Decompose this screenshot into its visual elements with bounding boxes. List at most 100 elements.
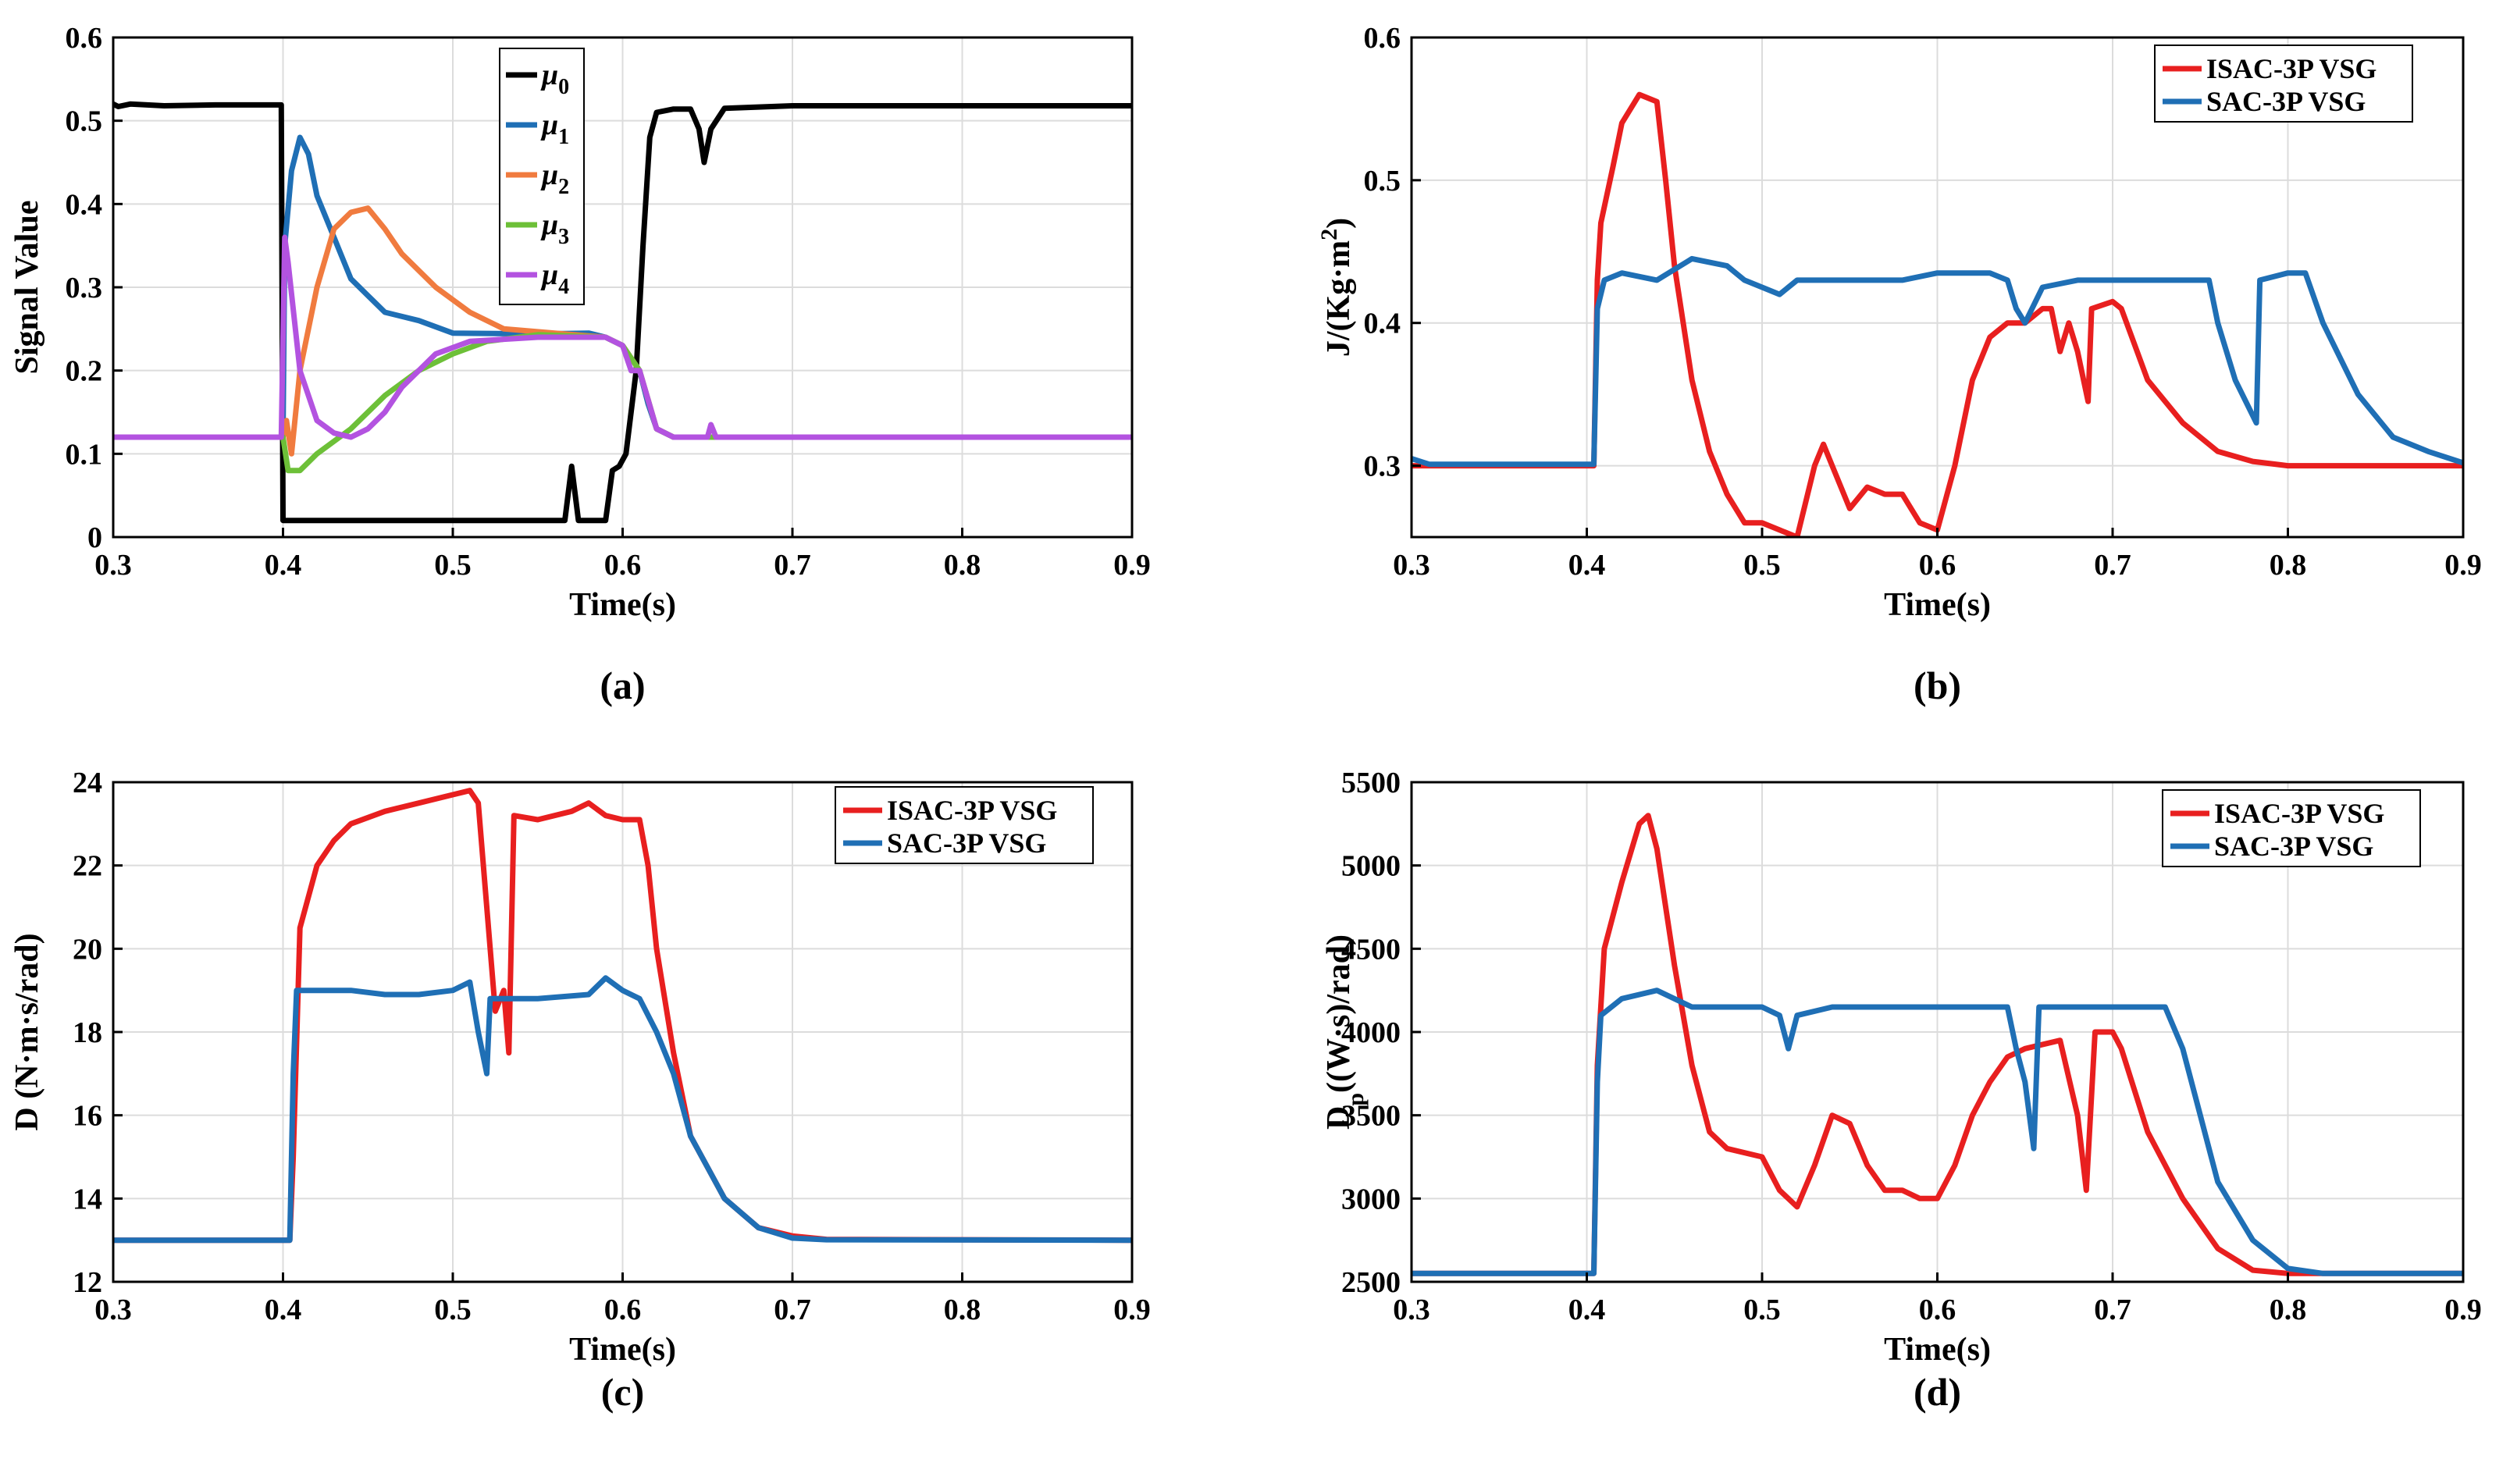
y-tick-label: 0.3 xyxy=(66,272,103,304)
y-tick-label: 22 xyxy=(73,850,102,883)
y-tick-label: 0.1 xyxy=(66,438,103,471)
legend-label-1: SAC-3P VSG xyxy=(887,827,1046,859)
x-tick-label: 0.7 xyxy=(2094,549,2131,582)
series-line-0 xyxy=(1412,813,2463,1276)
y-tick-label: 0.3 xyxy=(1364,450,1401,483)
x-tick-label: 0.5 xyxy=(1743,1294,1781,1326)
x-tick-label: 0.9 xyxy=(1113,1294,1151,1326)
x-tick-label: 0.8 xyxy=(2270,1294,2307,1326)
legend-label-name: μ xyxy=(540,258,558,291)
legend-label-name: μ xyxy=(540,59,558,91)
y-tick-label: 0.6 xyxy=(1364,22,1401,55)
legend-label-name: μ xyxy=(540,208,558,241)
y-tick-label: 14 xyxy=(73,1183,102,1215)
y-tick-label: 0.6 xyxy=(66,22,103,55)
panel-c: 0.3 0.4 0.5 0.6 0.7 0.8 0.9 12 14 16 18 20 22 24 Time(… xyxy=(9,767,1151,1414)
x-tick-label: 0.7 xyxy=(2094,1294,2131,1326)
panel-d: 0.3 0.4 0.5 0.6 0.7 0.8 0.9 2500 3000 3500 4000 450… xyxy=(1321,767,2482,1414)
legend-label-sub: 3 xyxy=(558,225,569,249)
y-tick-label: 3500 xyxy=(1341,1100,1401,1133)
y-label-main: D xyxy=(1321,1106,1357,1130)
y-tick-label: 16 xyxy=(73,1100,102,1133)
x-tick-label: 0.6 xyxy=(1919,549,1956,582)
series-line-1 xyxy=(1412,988,2463,1276)
y-label-end: ((W·s)/rad) xyxy=(1321,934,1357,1093)
y-tick-label: 5000 xyxy=(1341,850,1401,883)
legend-label-name: μ xyxy=(540,109,558,141)
x-tick-label: 0.3 xyxy=(1393,549,1430,582)
x-tick-label: 0.4 xyxy=(1568,549,1606,582)
legend-label-1: SAC-3P VSG xyxy=(2206,86,2366,117)
y-tick-label: 5500 xyxy=(1341,767,1401,799)
x-tick-label: 0.5 xyxy=(434,1294,472,1326)
legend-box xyxy=(835,786,1094,864)
y-tick-label: 0.5 xyxy=(1364,165,1401,198)
y-label-sup: 2 xyxy=(1316,229,1342,240)
legend-label-sub: 1 xyxy=(558,125,569,149)
x-tick-label: 0.5 xyxy=(1743,549,1781,582)
legend-box xyxy=(2154,44,2413,123)
legend-label-1: μ1 xyxy=(540,109,569,149)
y-axis-label-group: Signal Value xyxy=(9,201,45,375)
y-tick-label: 12 xyxy=(73,1266,102,1299)
legend-label-0: ISAC-3P VSG xyxy=(887,795,1057,826)
x-axis-label: Time(s) xyxy=(569,1332,676,1368)
legend-label-name: μ xyxy=(540,158,558,191)
y-tick-label: 3000 xyxy=(1341,1183,1401,1215)
x-tick-label: 0.4 xyxy=(1568,1294,1606,1326)
y-tick-label: 0 xyxy=(87,521,102,554)
legend-label-3: μ3 xyxy=(540,208,569,249)
panel-b: 0.3 0.4 0.5 0.6 0.7 0.8 0.9 0.3 0.4 0.5 0.6 Time(s)… xyxy=(1316,22,2482,707)
x-tick-label: 0.4 xyxy=(265,549,302,582)
series-line-1 xyxy=(113,975,1132,1244)
series-line-0 xyxy=(113,101,1132,524)
legend-label-0: ISAC-3P VSG xyxy=(2206,53,2376,84)
y-tick-label: 20 xyxy=(73,933,102,966)
y-axis-label-group: D (N·m·s/rad) xyxy=(9,933,45,1130)
y-axis-label: D (N·m·s/rad) xyxy=(9,933,45,1130)
x-tick-label: 0.4 xyxy=(265,1294,302,1326)
x-tick-label: 0.7 xyxy=(774,1294,811,1326)
y-tick-label: 0.4 xyxy=(1364,308,1401,340)
x-tick-label: 0.3 xyxy=(94,1294,132,1326)
y-tick-label: 0.2 xyxy=(66,355,103,388)
x-tick-label: 0.6 xyxy=(604,549,642,582)
x-axis-label: Time(s) xyxy=(1884,587,1991,623)
x-tick-label: 0.9 xyxy=(1113,549,1151,582)
y-label-sub: p xyxy=(1343,1093,1369,1106)
legend-label-sub: 4 xyxy=(558,275,569,299)
x-tick-label: 0.6 xyxy=(1919,1294,1956,1326)
legend-label-1: SAC-3P VSG xyxy=(2214,831,2373,862)
legend-box xyxy=(2162,789,2421,867)
y-tick-label: 24 xyxy=(73,767,102,799)
x-tick-label: 0.6 xyxy=(604,1294,642,1326)
y-label-end: ) xyxy=(1321,218,1357,229)
y-tick-label: 4500 xyxy=(1341,933,1401,966)
y-tick-label: 0.4 xyxy=(66,188,103,221)
x-tick-label: 0.9 xyxy=(2444,549,2482,582)
y-axis-label: J/(Kg·m2) xyxy=(1316,218,1357,357)
panel-caption: (d) xyxy=(1914,1370,1961,1414)
x-tick-label: 0.5 xyxy=(434,549,472,582)
x-tick-label: 0.8 xyxy=(2270,549,2307,582)
legend-label-4: μ4 xyxy=(540,258,569,299)
y-axis-label-group: J/(Kg·m2) xyxy=(1316,218,1357,357)
panel-caption: (c) xyxy=(601,1370,645,1414)
x-tick-label: 0.7 xyxy=(774,549,811,582)
x-tick-label: 0.3 xyxy=(94,549,132,582)
legend-label-sub: 0 xyxy=(558,75,569,99)
x-tick-label: 0.8 xyxy=(944,549,981,582)
x-tick-label: 0.3 xyxy=(1393,1294,1430,1326)
y-axis-label-group: Dp((W·s)/rad) xyxy=(1321,934,1369,1130)
y-label-main: J/(Kg·m xyxy=(1321,240,1357,357)
legend-label-0: μ0 xyxy=(540,59,569,99)
legend-label-0: ISAC-3P VSG xyxy=(2214,798,2384,829)
y-axis-label: Signal Value xyxy=(9,201,45,375)
x-tick-label: 0.8 xyxy=(944,1294,981,1326)
panel-caption: (b) xyxy=(1914,664,1961,707)
